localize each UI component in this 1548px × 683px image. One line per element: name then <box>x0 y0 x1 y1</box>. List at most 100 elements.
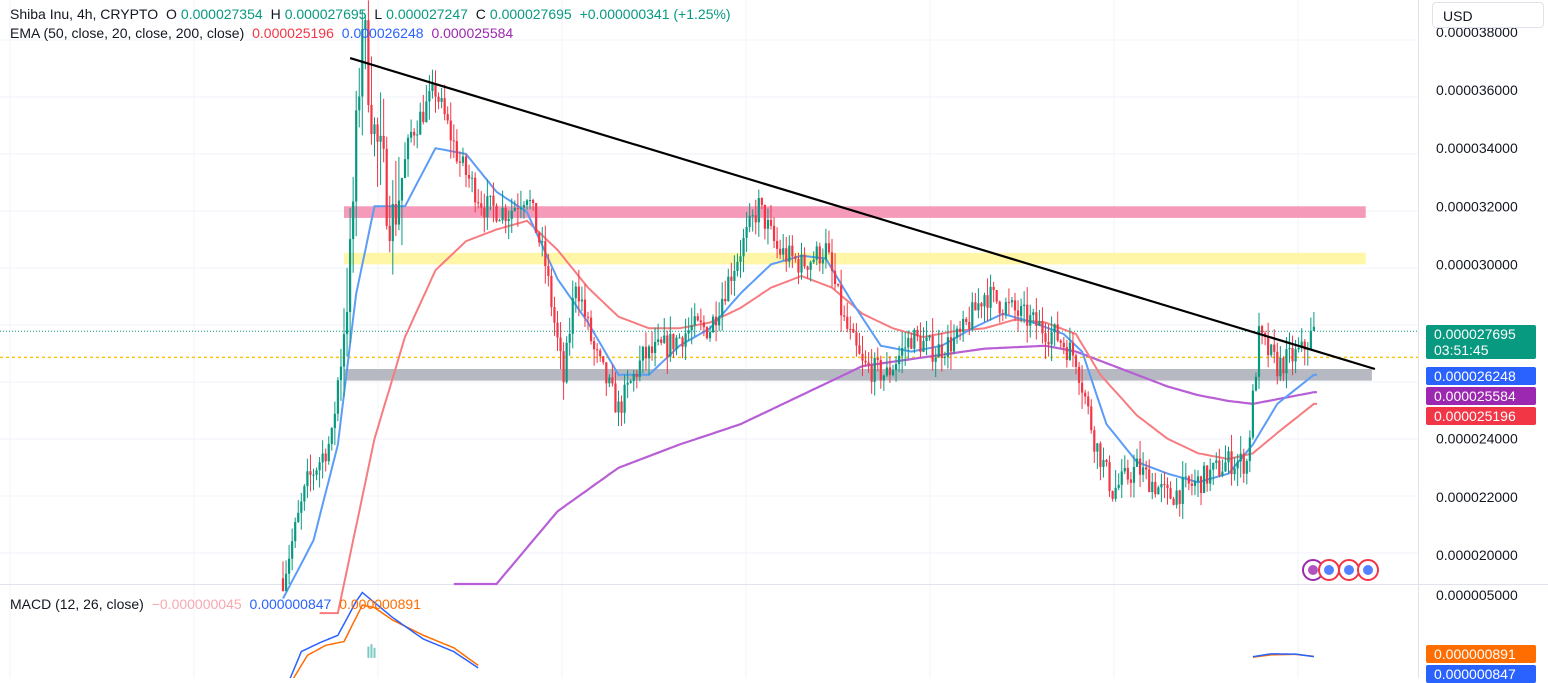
candle-body <box>1178 490 1181 504</box>
candle-body <box>959 328 962 332</box>
symbol-name: Shiba Inu, 4h, CRYPTO <box>10 6 159 22</box>
candle-body <box>1148 469 1151 493</box>
candle-body <box>693 316 696 326</box>
macd-hist-value: −0.000000045 <box>151 596 242 612</box>
candle-body <box>471 177 474 179</box>
candle-body <box>507 218 510 221</box>
candle-body <box>1312 326 1315 332</box>
candle-body <box>843 315 846 317</box>
candle-body <box>1236 461 1239 469</box>
candle-body <box>736 261 739 271</box>
candle-body <box>760 198 763 205</box>
candle-body <box>1059 340 1062 343</box>
candle-body <box>593 341 596 350</box>
candle-body <box>608 377 611 384</box>
candle-body <box>550 275 553 308</box>
candle-body <box>1181 477 1184 504</box>
macd-line <box>1252 653 1314 658</box>
candle-body <box>922 341 925 352</box>
candle-body <box>934 357 937 362</box>
candle-body <box>644 346 648 359</box>
candle-body <box>394 204 397 225</box>
candle-body <box>358 96 361 111</box>
candle-body <box>629 380 632 383</box>
candle-body <box>830 252 834 271</box>
candle-body <box>303 486 306 502</box>
us-flag-event-icon-center <box>1344 565 1354 575</box>
candle-body <box>733 270 736 281</box>
candle-body <box>1297 348 1300 350</box>
candle-body <box>1138 458 1142 475</box>
candle-body <box>952 337 956 352</box>
candle-body <box>809 262 812 270</box>
candle-body <box>1007 302 1010 304</box>
candle-body <box>1004 302 1007 315</box>
candle-body <box>437 96 440 102</box>
candle-body <box>837 284 840 286</box>
candle-body <box>1050 332 1053 345</box>
candle-body <box>998 301 1001 314</box>
candle-body <box>638 360 641 377</box>
candle-body <box>1166 484 1169 489</box>
candle-body <box>1294 349 1297 362</box>
candle-body <box>1016 310 1020 316</box>
macd-tick-label: 0.000005000 <box>1436 587 1518 603</box>
candle-body <box>864 360 867 363</box>
candle-body <box>730 276 733 281</box>
candle-body <box>1193 481 1197 486</box>
ema20-tag: 0.000026248 <box>1426 367 1536 385</box>
candle-body <box>657 339 660 342</box>
candle-body <box>1044 333 1047 342</box>
candle-body <box>901 347 904 356</box>
candle-body <box>391 204 394 242</box>
candle-body <box>632 374 635 381</box>
candle-body <box>1257 326 1261 377</box>
candle-body <box>742 237 745 257</box>
candle-body <box>440 98 443 102</box>
candle-body <box>516 208 519 210</box>
candle-body <box>577 286 580 302</box>
candle-body <box>1041 321 1044 334</box>
candle-body <box>907 337 910 348</box>
candle-body <box>532 200 535 204</box>
candle-body <box>852 328 855 333</box>
candle-body <box>940 344 943 359</box>
candle-body <box>1126 467 1129 480</box>
candle-body <box>1157 487 1160 495</box>
candle-body <box>297 512 300 522</box>
candle-body <box>650 346 654 353</box>
candle-body <box>300 501 303 513</box>
candle-body <box>352 201 355 240</box>
candle-body <box>379 135 382 142</box>
candle-body <box>1026 304 1029 326</box>
candle-body <box>803 254 806 267</box>
candle-body <box>1172 498 1175 505</box>
candle-body <box>452 140 455 142</box>
candle-body <box>428 90 431 102</box>
candle-body <box>870 364 873 382</box>
candle-body <box>306 471 309 487</box>
candle-body <box>504 207 507 221</box>
currency-selector[interactable]: USD <box>1432 2 1544 28</box>
candle-body <box>419 111 422 135</box>
candle-body <box>446 114 449 121</box>
yellow-zone <box>344 252 1366 265</box>
ema-legend[interactable]: EMA (50, close, 20, close, 200, close) 0… <box>10 25 517 41</box>
candle-body <box>1154 481 1157 495</box>
ema50-value: 0.000025196 <box>252 25 334 41</box>
candle-body <box>833 270 837 285</box>
macd-legend[interactable]: MACD (12, 26, close) −0.000000045 0.0000… <box>10 596 425 612</box>
candle-body <box>721 298 724 317</box>
candle-body <box>281 578 285 592</box>
candle-body <box>702 322 705 328</box>
candle-body <box>977 303 980 311</box>
candle-body <box>321 453 324 463</box>
candle-body <box>1145 467 1148 470</box>
candle-body <box>946 337 949 357</box>
candle-body <box>370 104 373 135</box>
candle-body <box>1084 392 1087 397</box>
candle-body <box>1120 471 1123 485</box>
candle-body <box>705 327 709 339</box>
candle-body <box>1117 484 1120 488</box>
